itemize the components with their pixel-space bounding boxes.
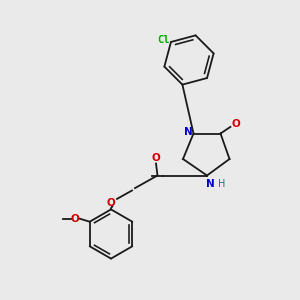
Text: O: O [231,118,240,129]
Text: O: O [152,153,160,163]
Text: N: N [184,127,193,137]
Text: Cl: Cl [157,35,170,46]
Text: N: N [206,179,214,189]
Text: O: O [70,214,79,224]
Text: O: O [106,197,116,208]
Text: H: H [218,179,225,189]
